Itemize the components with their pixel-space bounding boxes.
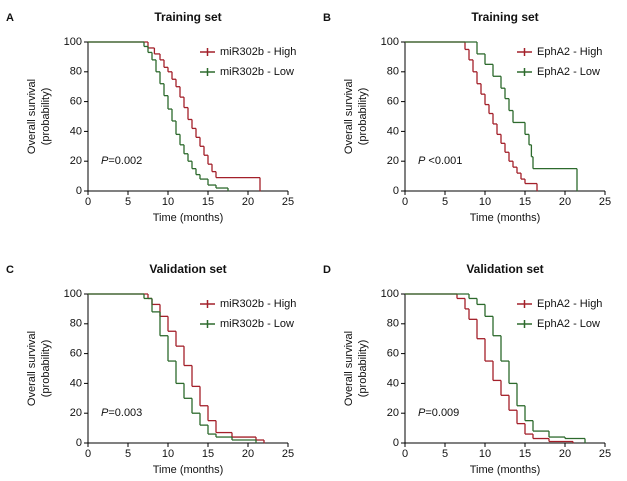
x-tick-label: 5 (125, 196, 131, 208)
y-tick-label: 100 (381, 36, 399, 48)
y-axis-label: Overall survival (26, 79, 38, 154)
x-tick-label: 10 (162, 196, 174, 208)
y-tick-label: 0 (393, 185, 399, 197)
legend-label: miR302b - High (220, 298, 296, 310)
x-axis-label: Time (months) (470, 464, 541, 476)
x-tick-label: 0 (402, 448, 408, 460)
y-axis-label: (probability) (357, 88, 369, 145)
legend-label: EphA2 - High (537, 46, 602, 58)
x-tick-label: 25 (282, 196, 294, 208)
x-tick-label: 20 (559, 448, 571, 460)
x-tick-label: 10 (162, 448, 174, 460)
p-value: P <0.001 (418, 155, 462, 167)
y-axis-label: (probability) (40, 88, 52, 145)
legend-label: miR302b - High (220, 46, 296, 58)
legend-label: EphA2 - High (537, 298, 602, 310)
y-axis-label: Overall survival (343, 331, 355, 406)
p-text: =0.002 (108, 155, 142, 167)
x-tick-label: 0 (402, 196, 408, 208)
y-tick-label: 20 (70, 407, 82, 419)
p-text: =0.003 (108, 407, 142, 419)
p-label: P (101, 155, 109, 167)
y-tick-label: 40 (70, 125, 82, 137)
legend-label: EphA2 - Low (537, 318, 600, 330)
p-value: P=0.003 (101, 407, 142, 419)
chart-title: Training set (154, 10, 221, 24)
panel-letter: B (323, 12, 331, 24)
y-tick-label: 60 (387, 348, 399, 360)
y-tick-label: 100 (64, 36, 82, 48)
chart-title: Validation set (466, 262, 543, 276)
x-tick-label: 0 (85, 448, 91, 460)
x-tick-label: 25 (599, 196, 611, 208)
legend-label: miR302b - Low (220, 318, 294, 330)
p-text: =0.009 (425, 407, 459, 419)
legend-label: EphA2 - Low (537, 66, 600, 78)
y-axis-label: Overall survival (343, 79, 355, 154)
p-text: <0.001 (425, 155, 462, 167)
x-tick-label: 10 (479, 448, 491, 460)
x-tick-label: 0 (85, 196, 91, 208)
p-value: P=0.002 (101, 155, 142, 167)
y-tick-label: 100 (381, 288, 399, 300)
legend-label: miR302b - Low (220, 66, 294, 78)
y-tick-label: 100 (64, 288, 82, 300)
chart-title: Validation set (149, 262, 226, 276)
y-axis-label: (probability) (357, 340, 369, 397)
x-tick-label: 20 (559, 196, 571, 208)
y-tick-label: 20 (387, 407, 399, 419)
x-tick-label: 10 (479, 196, 491, 208)
y-tick-label: 40 (70, 377, 82, 389)
y-tick-label: 80 (70, 318, 82, 330)
y-tick-label: 20 (387, 155, 399, 167)
y-tick-label: 40 (387, 125, 399, 137)
x-tick-label: 15 (519, 196, 531, 208)
x-tick-label: 20 (242, 448, 254, 460)
y-tick-label: 0 (76, 185, 82, 197)
y-axis-label: Overall survival (26, 331, 38, 406)
y-tick-label: 20 (70, 155, 82, 167)
x-axis-label: Time (months) (153, 464, 224, 476)
p-label: P (418, 155, 426, 167)
y-tick-label: 60 (387, 96, 399, 108)
x-tick-label: 20 (242, 196, 254, 208)
p-label: P (418, 407, 426, 419)
y-axis-label: (probability) (40, 340, 52, 397)
y-tick-label: 60 (70, 96, 82, 108)
y-tick-label: 40 (387, 377, 399, 389)
x-tick-label: 15 (519, 448, 531, 460)
y-tick-label: 0 (393, 437, 399, 449)
y-tick-label: 80 (70, 66, 82, 78)
x-tick-label: 5 (442, 448, 448, 460)
x-tick-label: 25 (282, 448, 294, 460)
y-tick-label: 80 (387, 66, 399, 78)
panel-letter: A (6, 12, 14, 24)
y-tick-label: 60 (70, 348, 82, 360)
x-tick-label: 25 (599, 448, 611, 460)
x-tick-label: 15 (202, 196, 214, 208)
panel-letter: C (6, 264, 14, 276)
x-axis-label: Time (months) (153, 212, 224, 224)
y-tick-label: 0 (76, 437, 82, 449)
x-tick-label: 15 (202, 448, 214, 460)
p-value: P=0.009 (418, 407, 459, 419)
p-label: P (101, 407, 109, 419)
panel-letter: D (323, 264, 331, 276)
chart-title: Training set (471, 10, 538, 24)
x-axis-label: Time (months) (470, 212, 541, 224)
x-tick-label: 5 (125, 448, 131, 460)
x-tick-label: 5 (442, 196, 448, 208)
y-tick-label: 80 (387, 318, 399, 330)
